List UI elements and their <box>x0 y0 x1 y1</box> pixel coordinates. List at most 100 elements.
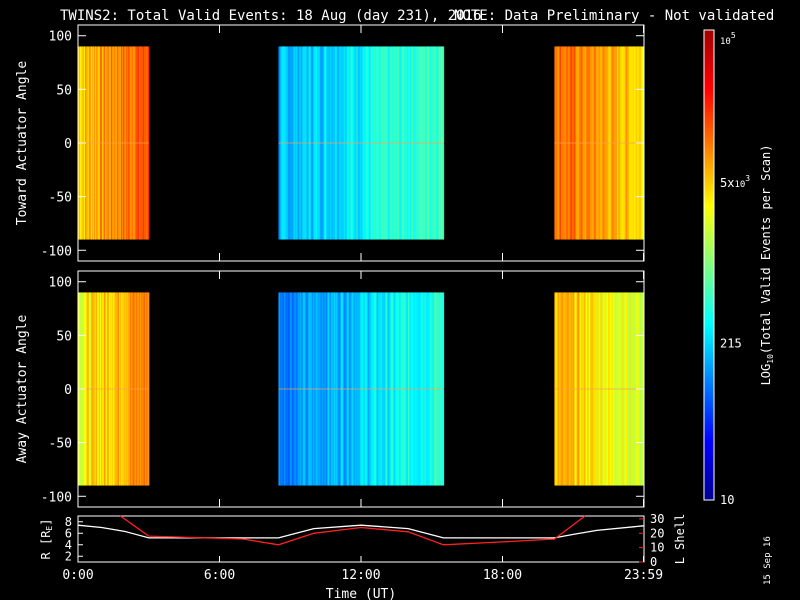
data-column <box>418 46 421 240</box>
data-column <box>139 46 142 240</box>
data-column <box>142 46 145 240</box>
data-column <box>377 292 380 486</box>
data-column <box>427 46 430 240</box>
data-column <box>621 46 624 240</box>
data-column <box>100 292 103 486</box>
data-column <box>432 46 435 240</box>
data-column <box>442 46 445 240</box>
data-column <box>414 292 417 486</box>
data-column <box>587 292 590 486</box>
data-column <box>571 292 574 486</box>
data-column <box>624 46 627 240</box>
data-column <box>89 46 92 240</box>
data-column <box>405 292 408 486</box>
data-column <box>313 46 316 240</box>
data-column <box>619 292 622 486</box>
data-column <box>293 46 296 240</box>
data-column <box>134 292 137 486</box>
data-column <box>128 292 131 486</box>
data-column <box>439 292 442 486</box>
data-column <box>578 46 581 240</box>
data-column <box>625 292 628 486</box>
data-column <box>411 46 414 240</box>
data-column <box>589 292 592 486</box>
data-column <box>383 292 386 486</box>
data-column <box>412 46 415 240</box>
data-column <box>322 292 325 486</box>
data-column <box>337 292 340 486</box>
data-column <box>598 292 601 486</box>
data-column <box>307 46 310 240</box>
data-column <box>607 46 610 240</box>
data-column <box>408 292 411 486</box>
data-column <box>108 292 111 486</box>
data-column <box>101 46 104 240</box>
data-column <box>402 292 405 486</box>
data-column <box>628 46 631 240</box>
data-column <box>431 292 434 486</box>
data-column <box>422 46 425 240</box>
data-column <box>321 292 324 486</box>
data-column <box>318 46 321 240</box>
data-column <box>109 292 112 486</box>
data-column <box>315 46 318 240</box>
data-column <box>618 292 621 486</box>
data-column <box>352 46 355 240</box>
data-column <box>294 46 297 240</box>
data-column <box>335 46 338 240</box>
data-column <box>374 46 377 240</box>
data-column <box>343 46 346 240</box>
data-column <box>596 46 599 240</box>
data-column <box>345 46 348 240</box>
data-column <box>584 292 587 486</box>
data-column <box>142 292 145 486</box>
colorbar-tick-label: 105 <box>720 31 736 47</box>
data-column <box>382 292 385 486</box>
data-column <box>589 46 592 240</box>
data-column <box>627 46 630 240</box>
data-column <box>384 292 387 486</box>
data-column <box>554 292 556 486</box>
colorbar-tick-prefix: 215 <box>720 336 742 350</box>
data-column <box>419 46 422 240</box>
data-column <box>300 292 303 486</box>
data-column <box>126 46 129 240</box>
data-column <box>297 292 300 486</box>
data-column <box>607 292 610 486</box>
data-column <box>346 46 349 240</box>
data-column <box>115 292 118 486</box>
data-column <box>283 292 286 486</box>
data-column <box>436 292 439 486</box>
data-column <box>132 46 135 240</box>
y-tick-label: -50 <box>49 191 72 206</box>
data-column <box>602 46 605 240</box>
colorbar-tick-label: 215 <box>720 336 742 350</box>
data-column <box>117 292 120 486</box>
data-column <box>380 292 383 486</box>
data-column <box>568 292 571 486</box>
data-column <box>374 292 377 486</box>
data-column <box>412 292 415 486</box>
data-column <box>119 292 122 486</box>
data-block-2 <box>554 46 645 240</box>
data-column <box>603 292 606 486</box>
data-column <box>389 292 392 486</box>
x-tick-label: 23:59 <box>624 568 663 583</box>
data-column <box>349 292 352 486</box>
data-column <box>331 46 334 240</box>
data-column <box>630 292 633 486</box>
data-column <box>556 46 558 240</box>
data-column <box>587 46 590 240</box>
data-column <box>91 292 94 486</box>
data-column <box>135 292 138 486</box>
y-tick-left-label: 6 <box>65 526 72 540</box>
data-column <box>349 46 352 240</box>
y-tick-left-label: 2 <box>65 549 72 563</box>
data-column <box>323 46 326 240</box>
data-column <box>317 292 320 486</box>
data-column <box>620 292 623 486</box>
data-column <box>611 292 614 486</box>
data-column <box>633 46 636 240</box>
data-column <box>329 46 332 240</box>
data-column <box>424 46 427 240</box>
